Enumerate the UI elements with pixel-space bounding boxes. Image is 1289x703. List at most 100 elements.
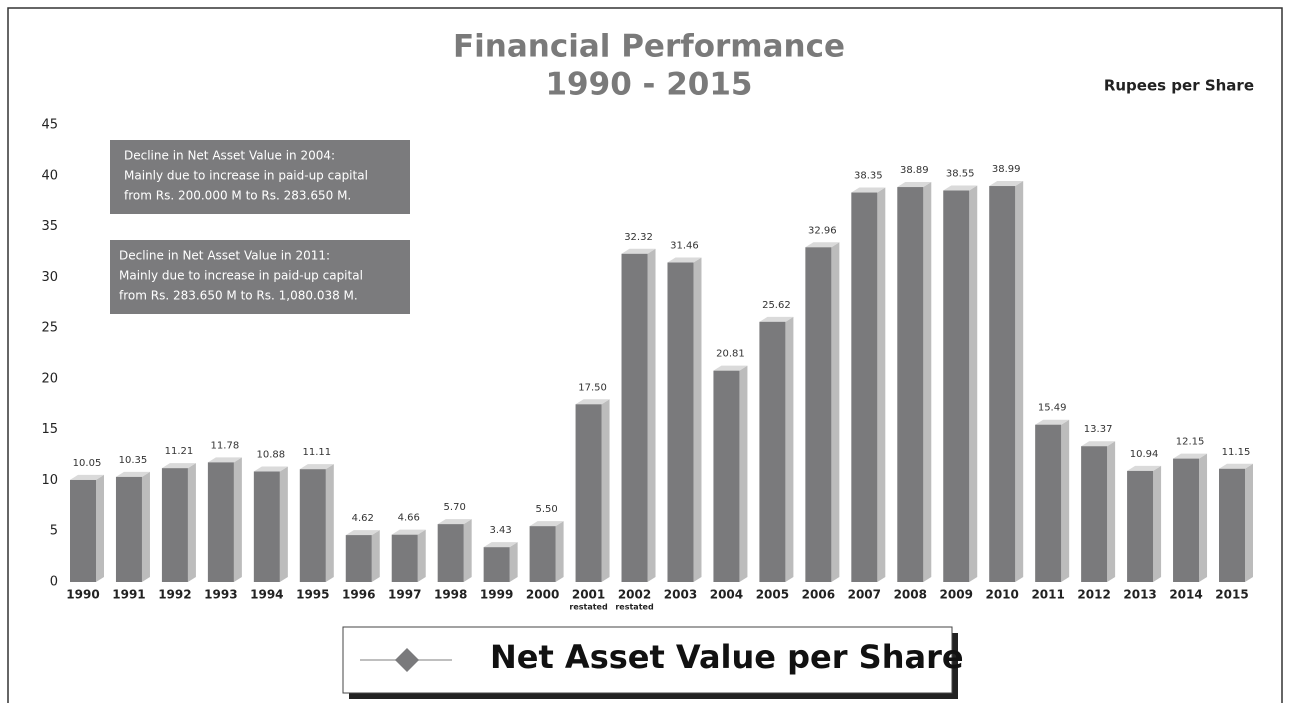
bar-top <box>115 471 150 477</box>
bar-top <box>529 521 564 527</box>
data-label: 10.94 <box>1130 449 1159 460</box>
annotation-text: Mainly due to increase in paid-up capita… <box>124 169 368 183</box>
bar <box>115 471 150 582</box>
bar-front <box>70 479 96 582</box>
bar-top <box>253 466 288 472</box>
bar-front <box>575 404 602 582</box>
legend-marker <box>395 648 419 672</box>
x-tick-label: 2003 <box>664 588 697 602</box>
annotation-box <box>110 240 410 314</box>
bar-side <box>1245 463 1253 582</box>
y-tick-label: 45 <box>41 118 58 133</box>
x-tick-label: 2012 <box>1077 588 1110 602</box>
bar-top <box>70 474 104 480</box>
x-tick-label: 1993 <box>204 588 237 602</box>
bar-top <box>759 316 794 322</box>
bar <box>943 185 978 582</box>
bar <box>345 530 380 582</box>
bar-top <box>1173 453 1208 459</box>
bar-top <box>299 464 334 470</box>
bar-front <box>897 187 924 582</box>
bar-side <box>739 365 748 582</box>
data-label: 38.99 <box>992 164 1021 175</box>
bar-side <box>1153 465 1162 582</box>
bar-front <box>667 262 694 582</box>
data-label: 32.96 <box>808 225 837 236</box>
data-label: 11.21 <box>165 446 194 457</box>
annotation-box <box>110 140 410 214</box>
bar <box>1127 465 1162 582</box>
x-tick-label: 1994 <box>250 588 283 602</box>
bar-top <box>667 257 702 263</box>
data-label: 11.78 <box>211 440 240 451</box>
data-label: 25.62 <box>762 300 791 311</box>
bar-front <box>621 253 648 582</box>
x-tick-label: 2006 <box>802 588 835 602</box>
bar-front <box>805 247 832 582</box>
bar-side <box>601 399 610 582</box>
bar-side <box>647 248 656 582</box>
bar <box>621 248 656 582</box>
data-label: 20.81 <box>716 349 745 360</box>
x-tick-label: 1998 <box>434 588 467 602</box>
data-label: 4.66 <box>398 513 420 524</box>
y-tick-label: 35 <box>41 219 58 234</box>
x-tick-label: 2005 <box>756 588 789 602</box>
bar-front <box>161 468 188 582</box>
bar-top <box>345 530 380 536</box>
bar <box>1173 453 1208 582</box>
bar-front <box>253 471 280 582</box>
bar-front <box>207 462 234 582</box>
bar-side <box>187 463 196 582</box>
bar-front <box>1173 458 1200 582</box>
x-tick-label: 1996 <box>342 588 375 602</box>
x-tick-note: restated <box>569 603 608 612</box>
bar-top <box>483 542 518 548</box>
x-tick-label: 1990 <box>66 588 99 602</box>
bar-side <box>233 457 242 582</box>
annotation-text: from Rs. 200.000 M to Rs. 283.650 M. <box>124 189 351 203</box>
bar-side <box>509 542 518 582</box>
bar-top <box>1219 463 1253 469</box>
data-label: 17.50 <box>578 382 607 393</box>
x-tick-label: 2004 <box>710 588 743 602</box>
bar-top <box>161 463 196 469</box>
annotation-text: Mainly due to increase in paid-up capita… <box>119 269 363 283</box>
bar-side <box>1061 419 1070 582</box>
bar-side <box>141 471 150 582</box>
x-tick-note: restated <box>615 603 654 612</box>
bar-side <box>923 182 932 582</box>
data-label: 10.35 <box>119 455 148 466</box>
y-tick-label: 40 <box>41 168 58 183</box>
bar-front <box>483 547 510 582</box>
bar-front <box>1219 468 1245 582</box>
data-label: 38.35 <box>854 171 883 182</box>
data-label: 31.46 <box>670 241 699 252</box>
bar <box>805 242 840 582</box>
x-tick-label: 1999 <box>480 588 513 602</box>
bar-side <box>96 474 104 582</box>
x-tick-label: 2009 <box>940 588 973 602</box>
y-tick-label: 5 <box>50 524 58 539</box>
annotation-text: from Rs. 283.650 M to Rs. 1,080.038 M. <box>119 289 358 303</box>
bar <box>70 474 104 582</box>
bar <box>759 316 794 582</box>
bar <box>897 182 932 582</box>
data-label: 11.11 <box>302 447 331 458</box>
data-label: 5.70 <box>444 502 466 513</box>
bar-front <box>115 476 142 582</box>
x-tick-label: 2014 <box>1169 588 1202 602</box>
bar-front <box>529 526 556 582</box>
bar <box>483 542 518 582</box>
bar <box>1219 463 1253 582</box>
data-label: 13.37 <box>1084 424 1113 435</box>
frame <box>7 7 1283 703</box>
bar-side <box>693 257 702 582</box>
data-label: 32.32 <box>624 232 653 243</box>
bar-front <box>989 186 1016 582</box>
x-tick-label: 2001 <box>572 588 605 602</box>
bar-front <box>345 535 372 582</box>
bar <box>667 257 702 582</box>
y-tick-label: 10 <box>41 473 58 488</box>
